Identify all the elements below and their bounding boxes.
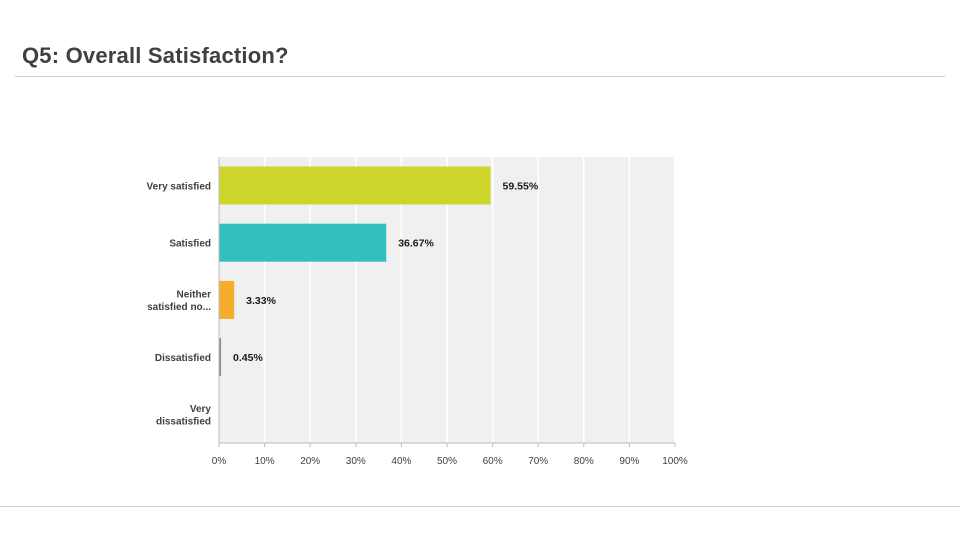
bars (219, 166, 491, 377)
category-label: Very satisfied (147, 182, 211, 193)
data-label: 3.33% (246, 295, 276, 307)
gridlines (263, 157, 676, 443)
x-tick-label: 50% (437, 456, 457, 467)
data-label: 36.67% (398, 238, 434, 250)
page-title: Q5: Overall Satisfaction? (22, 43, 289, 68)
labels: 0% 10% 20% 30% 40% 50% 60% 70% 80% 90% 100% 59.55% V… (147, 181, 688, 468)
category-label: dissatisfied (156, 417, 211, 428)
x-tick-label: 10% (255, 456, 275, 467)
category-label: Very (190, 404, 212, 415)
footer-divider (0, 506, 960, 507)
bar (219, 223, 387, 262)
category-label: Neither (177, 290, 212, 301)
x-tick-label: 70% (528, 456, 548, 467)
x-tick-label: 80% (574, 456, 594, 467)
x-tick-label: 0% (212, 456, 227, 467)
category-label: Satisfied (169, 239, 211, 250)
x-tick-label: 90% (619, 456, 639, 467)
x-tick-label: 20% (300, 456, 320, 467)
category-label: satisfied no... (147, 302, 211, 313)
x-tick-label: 40% (391, 456, 411, 467)
x-tick-label: 60% (483, 456, 503, 467)
data-label: 59.55% (503, 181, 539, 193)
bar (219, 338, 222, 377)
data-label: 0.45% (233, 352, 263, 364)
category-label: Dissatisfied (155, 353, 211, 364)
bar (219, 280, 235, 319)
bar (219, 166, 491, 205)
title-divider (15, 76, 945, 77)
x-tick-label: 100% (662, 456, 688, 467)
x-tick-label: 30% (346, 456, 366, 467)
axes (218, 157, 676, 447)
